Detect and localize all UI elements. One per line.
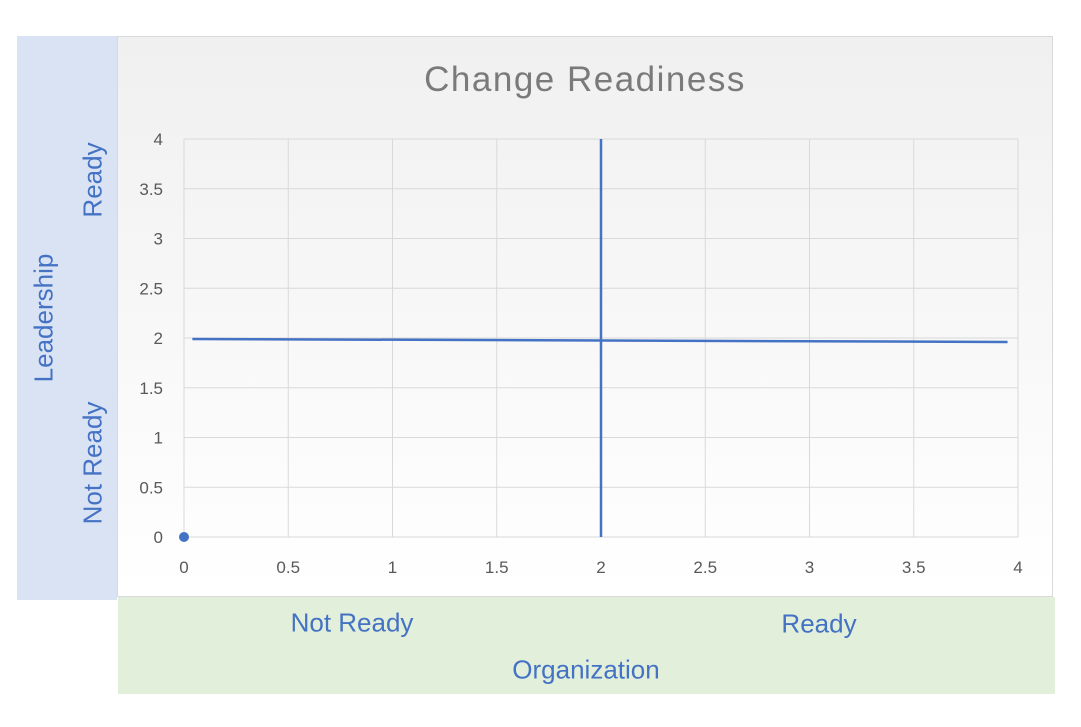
y-tick-label: 2 xyxy=(154,329,163,348)
y-ready-label: Ready xyxy=(77,142,108,218)
x-tick-label: 3.5 xyxy=(902,558,926,577)
y-not-ready-label: Not Ready xyxy=(77,401,108,525)
y-tick-label: 1.5 xyxy=(139,379,163,398)
chart-area xyxy=(117,36,1053,597)
x-tick-label: 1 xyxy=(388,558,397,577)
y-axis-title: Leadership xyxy=(28,253,59,383)
horizontal-divider-line xyxy=(192,337,1008,344)
x-tick-label: 3 xyxy=(805,558,814,577)
data-point xyxy=(179,532,189,542)
x-tick-label: 1.5 xyxy=(485,558,509,577)
x-tick-label: 0 xyxy=(179,558,188,577)
x-not-ready-label: Not Ready xyxy=(290,607,414,638)
x-tick-label: 0.5 xyxy=(276,558,300,577)
organization-panel xyxy=(118,597,1055,694)
x-tick-label: 2.5 xyxy=(693,558,717,577)
y-tick-label: 0 xyxy=(154,528,163,547)
y-tick-label: 4 xyxy=(154,130,163,149)
y-tick-label: 3.5 xyxy=(139,180,163,199)
x-axis-title: Organization xyxy=(512,654,660,685)
y-tick-label: 0.5 xyxy=(139,478,163,497)
y-tick-label: 2.5 xyxy=(139,279,163,298)
chart-title: Change Readiness xyxy=(424,60,746,99)
x-tick-label: 4 xyxy=(1013,558,1022,577)
x-tick-label: 2 xyxy=(596,558,605,577)
y-tick-label: 1 xyxy=(154,429,163,448)
leadership-panel xyxy=(17,36,117,600)
y-tick-label: 3 xyxy=(154,230,163,249)
x-ready-label: Ready xyxy=(781,608,857,639)
